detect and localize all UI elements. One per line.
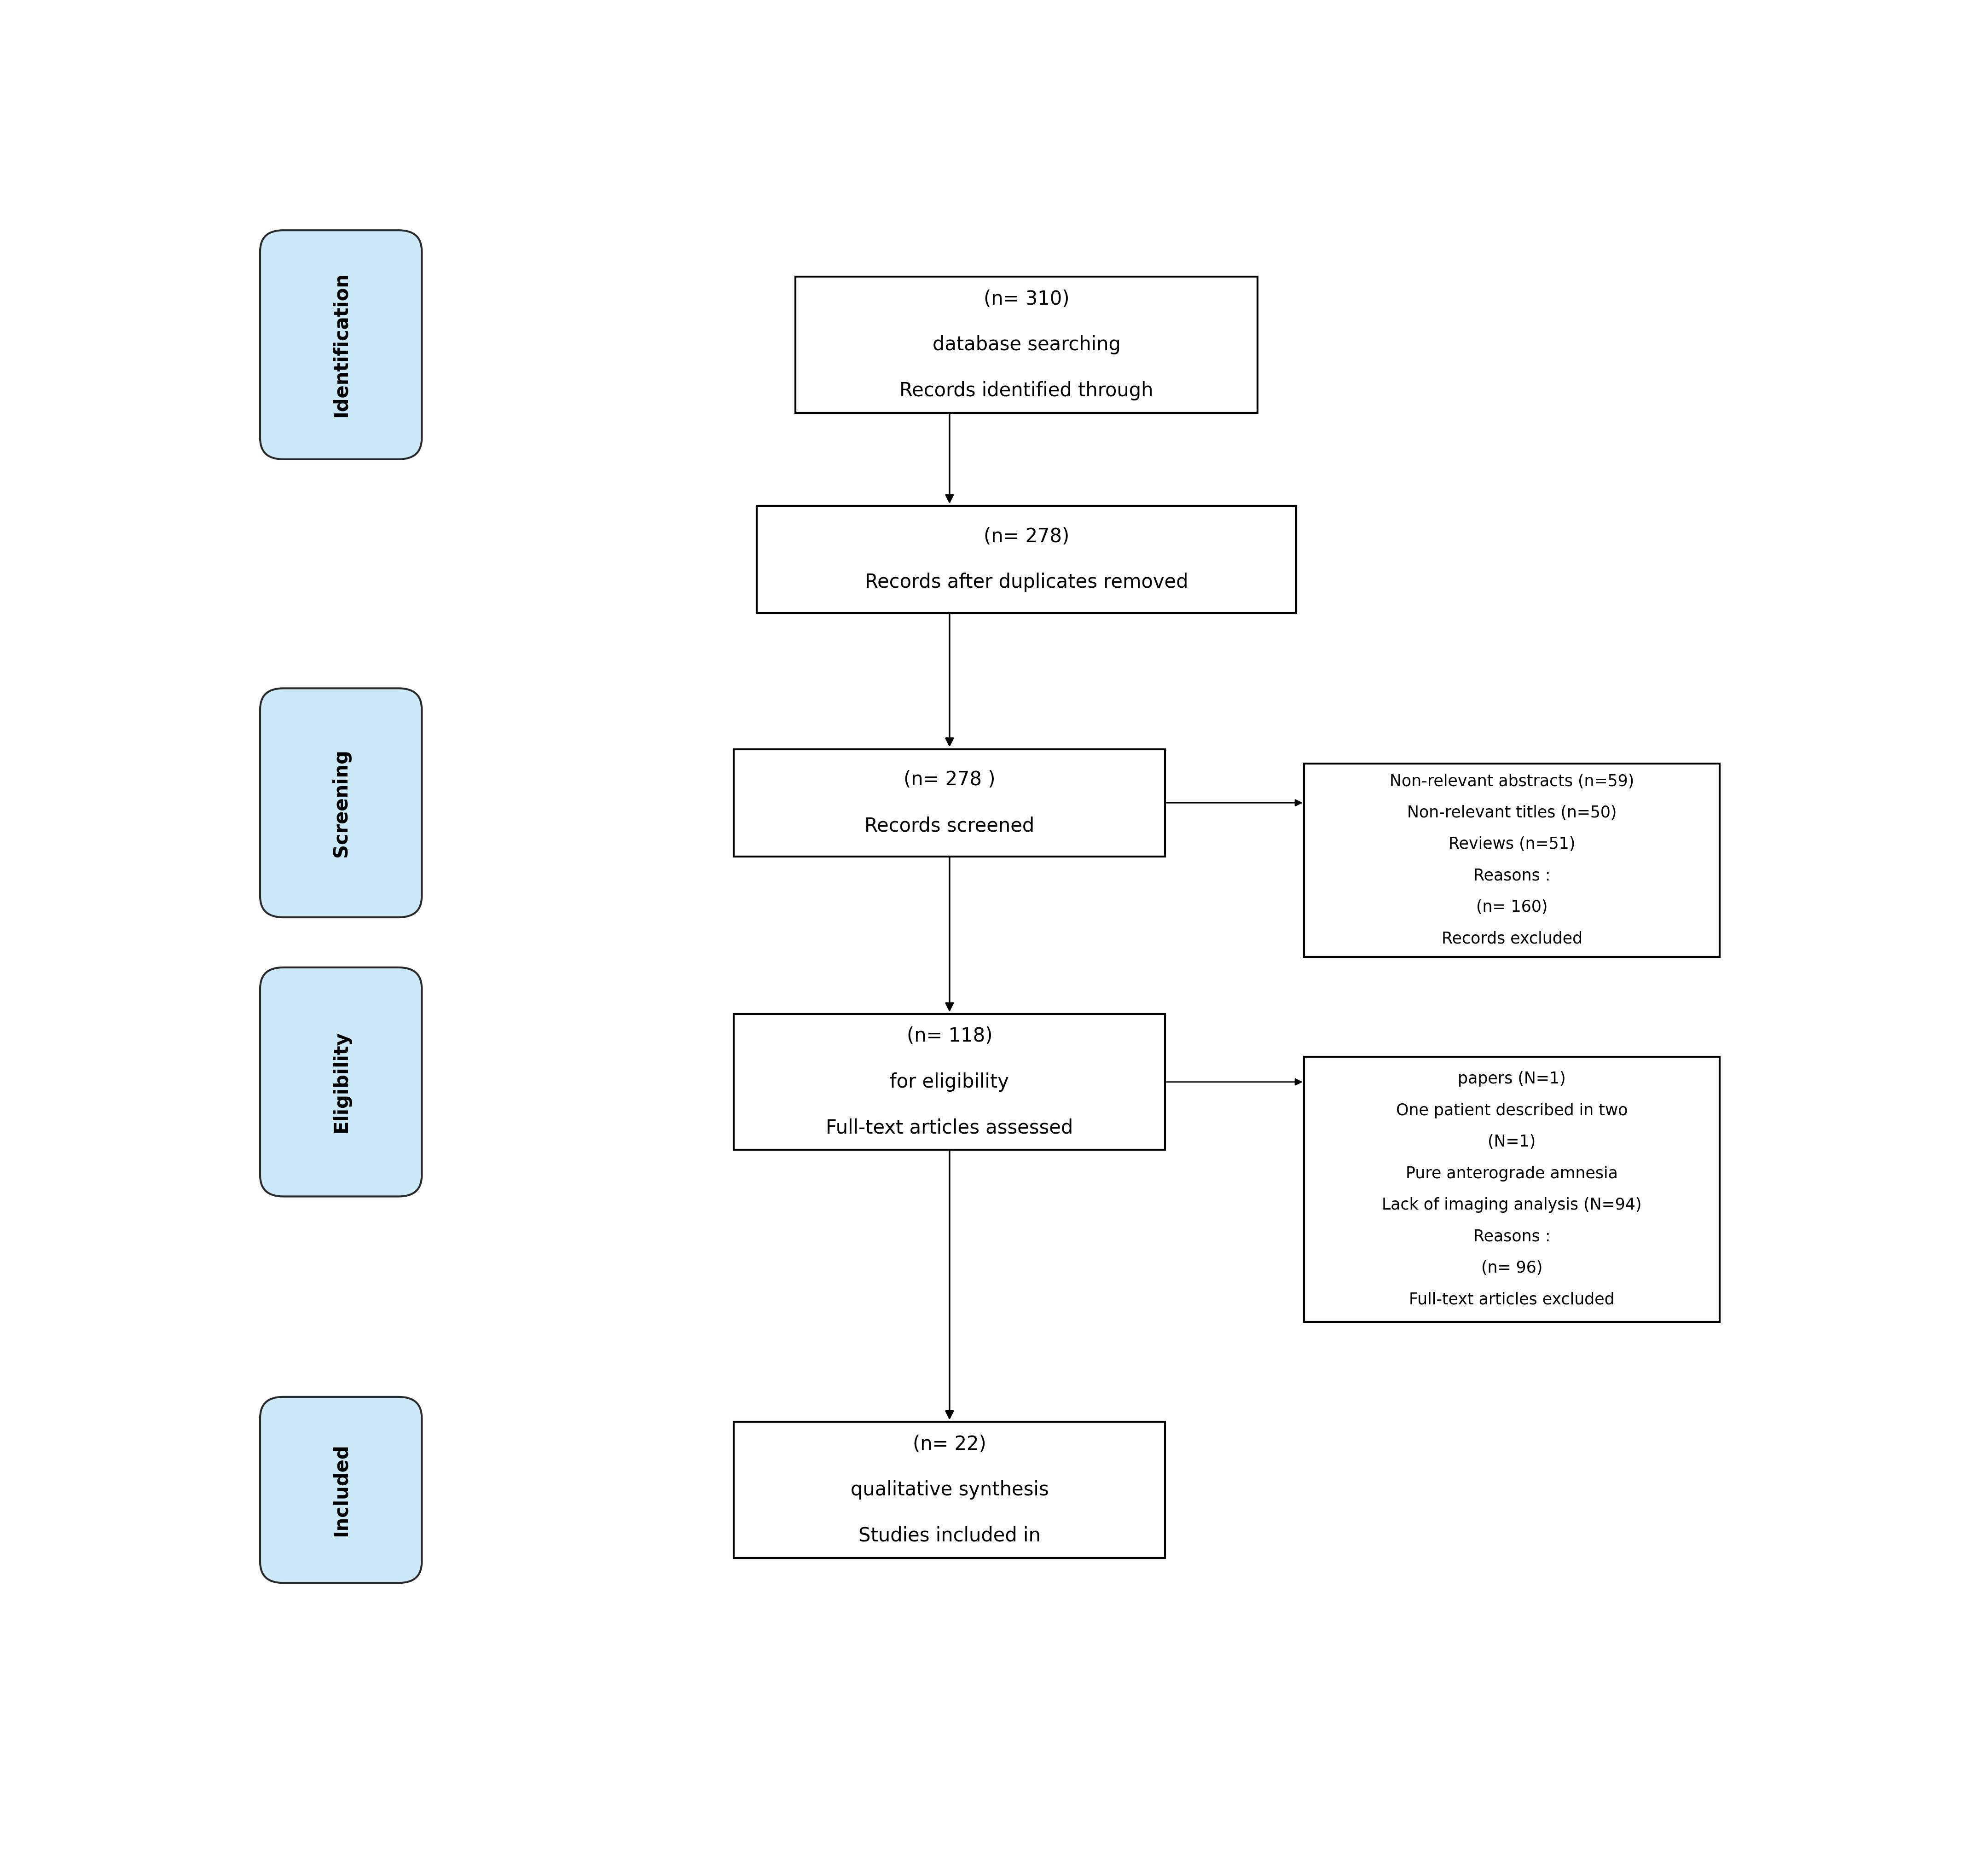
Text: Records identified through: Records identified through [901,381,1153,400]
Text: Lack of imaging analysis (N=94): Lack of imaging analysis (N=94) [1382,1197,1642,1212]
Text: Reasons :: Reasons : [1473,1229,1551,1244]
Text: (n= 96): (n= 96) [1481,1260,1543,1275]
Text: (n= 118): (n= 118) [907,1026,992,1047]
Text: Reviews (n=51): Reviews (n=51) [1449,837,1574,851]
Text: Screening: Screening [332,749,350,857]
Text: qualitative synthesis: qualitative synthesis [851,1480,1048,1500]
Text: Non-relevant titles (n=50): Non-relevant titles (n=50) [1408,805,1616,820]
Text: Records after duplicates removed: Records after duplicates removed [865,573,1189,591]
FancyBboxPatch shape [260,231,421,459]
Text: Eligibility: Eligibility [332,1032,350,1132]
Text: Records screened: Records screened [865,816,1034,835]
FancyBboxPatch shape [757,506,1296,613]
FancyBboxPatch shape [1304,1058,1720,1322]
Text: Records excluded: Records excluded [1441,931,1582,946]
Text: (n= 310): (n= 310) [984,290,1070,309]
Text: (n= 278): (n= 278) [984,526,1070,547]
Text: Reasons :: Reasons : [1473,868,1551,883]
Text: Pure anterograde amnesia: Pure anterograde amnesia [1406,1166,1618,1180]
Text: Full-text articles assessed: Full-text articles assessed [825,1117,1074,1138]
FancyBboxPatch shape [734,1422,1165,1558]
FancyBboxPatch shape [734,749,1165,857]
Text: Identification: Identification [332,271,350,416]
FancyBboxPatch shape [260,967,421,1197]
Text: Included: Included [332,1443,350,1536]
Text: (n= 160): (n= 160) [1477,900,1547,915]
Text: database searching: database searching [932,335,1121,355]
FancyBboxPatch shape [260,1396,421,1582]
Text: papers (N=1): papers (N=1) [1457,1071,1567,1088]
Text: (n= 22): (n= 22) [912,1435,986,1454]
Text: One patient described in two: One patient described in two [1396,1102,1628,1119]
FancyBboxPatch shape [795,277,1258,413]
Text: Non-relevant abstracts (n=59): Non-relevant abstracts (n=59) [1390,773,1634,790]
Text: Studies included in: Studies included in [859,1526,1040,1545]
Text: Full-text articles excluded: Full-text articles excluded [1409,1292,1614,1307]
FancyBboxPatch shape [734,1013,1165,1151]
FancyBboxPatch shape [260,688,421,916]
Text: (n= 278 ): (n= 278 ) [905,770,996,790]
FancyBboxPatch shape [1304,764,1720,957]
Text: (N=1): (N=1) [1487,1134,1537,1151]
Text: for eligibility: for eligibility [891,1073,1010,1091]
